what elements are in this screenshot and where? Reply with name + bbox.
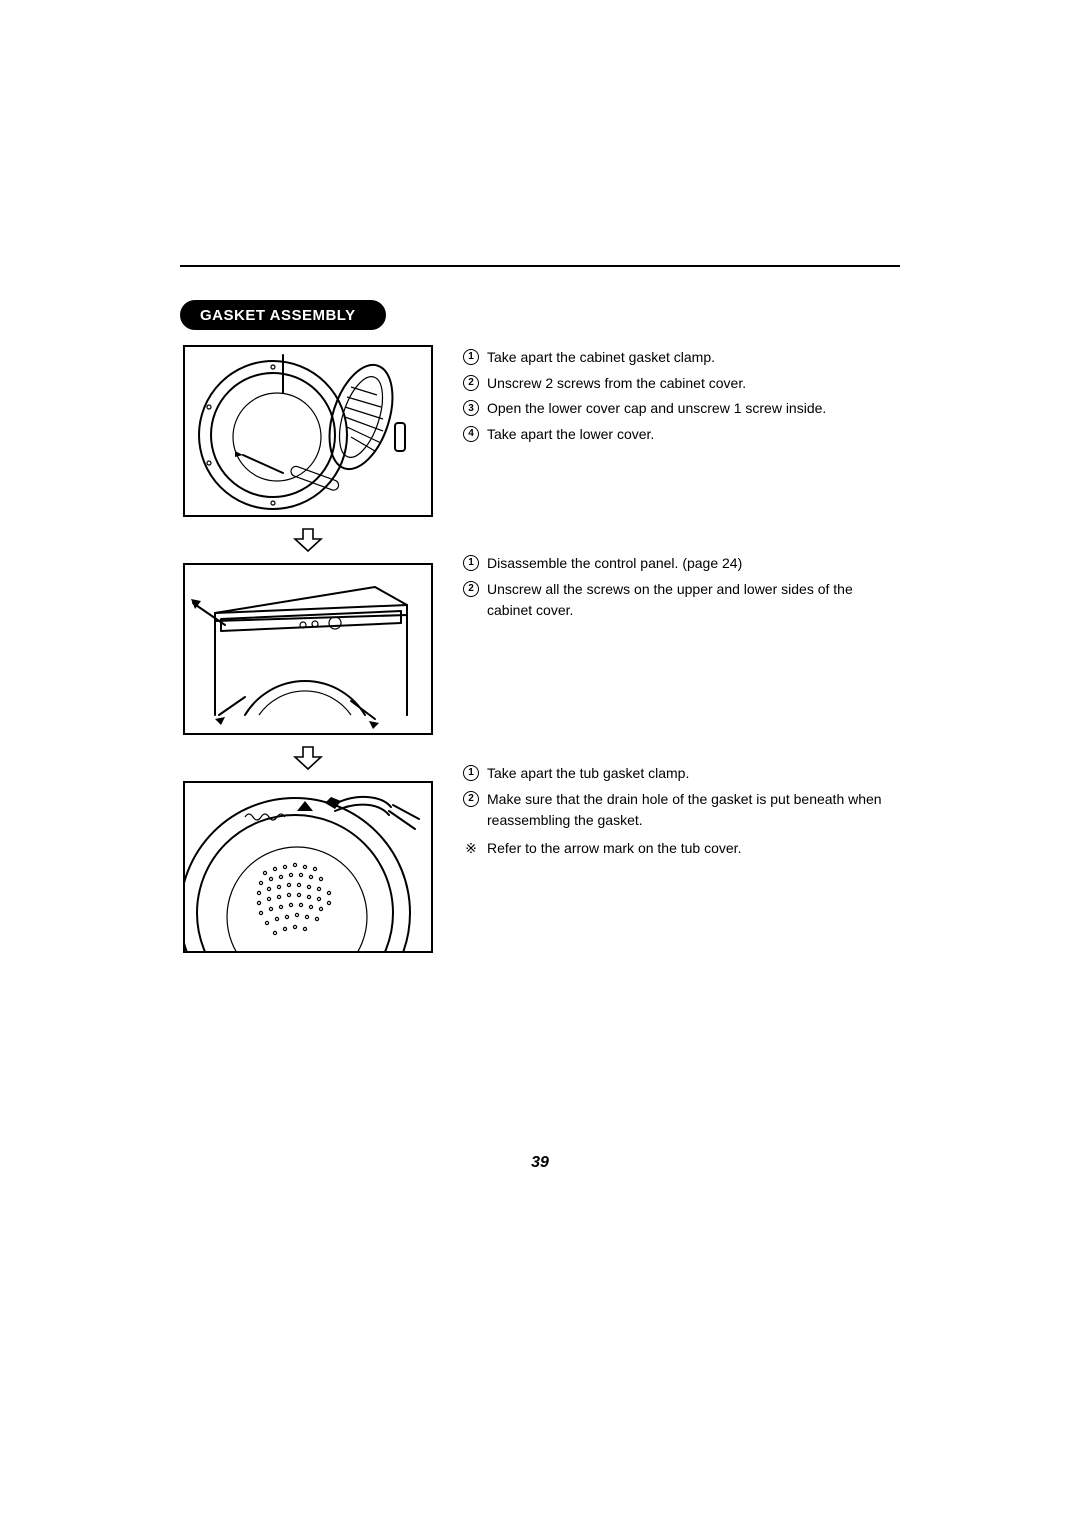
step-text: Take apart the tub gasket clamp. — [487, 763, 689, 785]
down-arrow-icon — [291, 527, 325, 553]
step-text: Take apart the cabinet gasket clamp. — [487, 347, 715, 369]
instruction-step: 1 Disassemble the control panel. (page 2… — [463, 553, 900, 575]
step-number-icon: 3 — [463, 400, 479, 416]
figure-2-cabinet-top — [183, 563, 433, 735]
text-column: 1 Take apart the cabinet gasket clamp. 2… — [463, 345, 900, 860]
step-number-icon: 2 — [463, 375, 479, 391]
section-header-pill: GASKET ASSEMBLY — [180, 300, 386, 330]
note-symbol-icon: ※ — [463, 838, 479, 860]
instruction-step: 2 Make sure that the drain hole of the g… — [463, 789, 900, 832]
note-text: Refer to the arrow mark on the tub cover… — [487, 838, 741, 860]
section-3-text: 1 Take apart the tub gasket clamp. 2 Mak… — [463, 757, 900, 860]
figure-column — [180, 345, 435, 953]
page-number: 39 — [0, 1154, 1080, 1172]
step-text: Open the lower cover cap and unscrew 1 s… — [487, 398, 826, 420]
step-text: Disassemble the control panel. (page 24) — [487, 553, 742, 575]
step-number-icon: 1 — [463, 349, 479, 365]
instruction-step: 3 Open the lower cover cap and unscrew 1… — [463, 398, 900, 420]
figure-1-door-open — [183, 345, 433, 517]
step-number-icon: 1 — [463, 765, 479, 781]
step-number-icon: 2 — [463, 791, 479, 807]
step-number-icon: 2 — [463, 581, 479, 597]
note-line: ※ Refer to the arrow mark on the tub cov… — [463, 838, 900, 860]
down-arrow-icon — [291, 745, 325, 771]
step-text: Make sure that the drain hole of the gas… — [487, 789, 900, 832]
step-text: Unscrew all the screws on the upper and … — [487, 579, 900, 622]
top-rule — [180, 265, 900, 267]
section-header-title: GASKET ASSEMBLY — [200, 307, 356, 324]
instruction-step: 2 Unscrew 2 screws from the cabinet cove… — [463, 373, 900, 395]
step-text: Take apart the lower cover. — [487, 424, 654, 446]
instruction-step: 1 Take apart the tub gasket clamp. — [463, 763, 900, 785]
step-text: Unscrew 2 screws from the cabinet cover. — [487, 373, 746, 395]
figure-3-tub-gasket — [183, 781, 433, 953]
step-number-icon: 1 — [463, 555, 479, 571]
instruction-step: 1 Take apart the cabinet gasket clamp. — [463, 347, 900, 369]
section-2-text: 1 Disassemble the control panel. (page 2… — [463, 547, 900, 757]
content-area: 1 Take apart the cabinet gasket clamp. 2… — [180, 345, 900, 953]
manual-page: GASKET ASSEMBLY — [0, 0, 1080, 1527]
instruction-step: 4 Take apart the lower cover. — [463, 424, 900, 446]
instruction-row: 1 Take apart the cabinet gasket clamp. 2… — [180, 345, 900, 953]
section-1-text: 1 Take apart the cabinet gasket clamp. 2… — [463, 347, 900, 547]
step-number-icon: 4 — [463, 426, 479, 442]
instruction-step: 2 Unscrew all the screws on the upper an… — [463, 579, 900, 622]
